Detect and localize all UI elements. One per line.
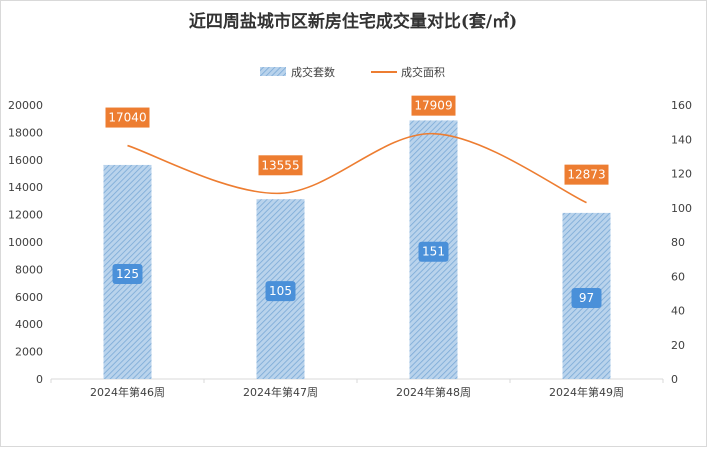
x-tick-label: 2024年第48周 [396,385,471,399]
y-right-tick-label: 160 [671,99,692,112]
bar-value-label: 97 [579,291,594,305]
legend-swatch-bar [260,67,286,76]
y-left-tick-label: 14000 [8,181,43,194]
y-left-tick-label: 12000 [8,209,43,222]
y-right-tick-label: 0 [671,373,678,386]
line-path [128,134,587,203]
line-value-label: 17909 [414,99,452,113]
data-labels: 125 105 151 97 17040 13555 17909 12873 [106,96,609,308]
y-right-tick-label: 20 [671,339,685,352]
y-left-tick-label: 20000 [8,99,43,112]
x-tick-label: 2024年第49周 [549,385,624,399]
chart-title: 近四周盐城市区新房住宅成交量对比(套/㎡) [189,11,517,32]
line-series [127,134,586,203]
bar-series [104,120,611,379]
y-right-tick-label: 140 [671,133,692,146]
bar-value-label: 125 [116,267,139,281]
y-right-tick-label: 80 [671,236,685,249]
x-tick-label: 2024年第47周 [243,385,318,399]
y-left-tick-label: 18000 [8,126,43,139]
y-left-tick-label: 0 [36,373,43,386]
bar-value-label: 105 [269,284,292,298]
bar-value-label: 151 [422,245,445,259]
y-left-tick-label: 8000 [15,263,43,276]
y-left-tick-label: 16000 [8,154,43,167]
legend-label-line: 成交面积 [401,65,445,79]
chart-legend: 成交套数 成交面积 [260,65,445,79]
y-right-tick-label: 60 [671,270,685,283]
x-tick-label: 2024年第46周 [90,385,165,399]
y-left-tick-label: 4000 [15,318,43,331]
y-left-tick-label: 10000 [8,236,43,249]
legend-label-bar: 成交套数 [291,65,335,79]
line-value-label: 17040 [108,111,146,125]
y-right-tick-label: 100 [671,202,692,215]
y-left-tick-label: 2000 [15,346,43,359]
line-value-label: 12873 [567,168,605,182]
y-left-tick-label: 6000 [15,291,43,304]
y-right-tick-label: 120 [671,168,692,181]
line-value-label: 13555 [261,158,299,172]
y-right-tick-label: 40 [671,305,685,318]
